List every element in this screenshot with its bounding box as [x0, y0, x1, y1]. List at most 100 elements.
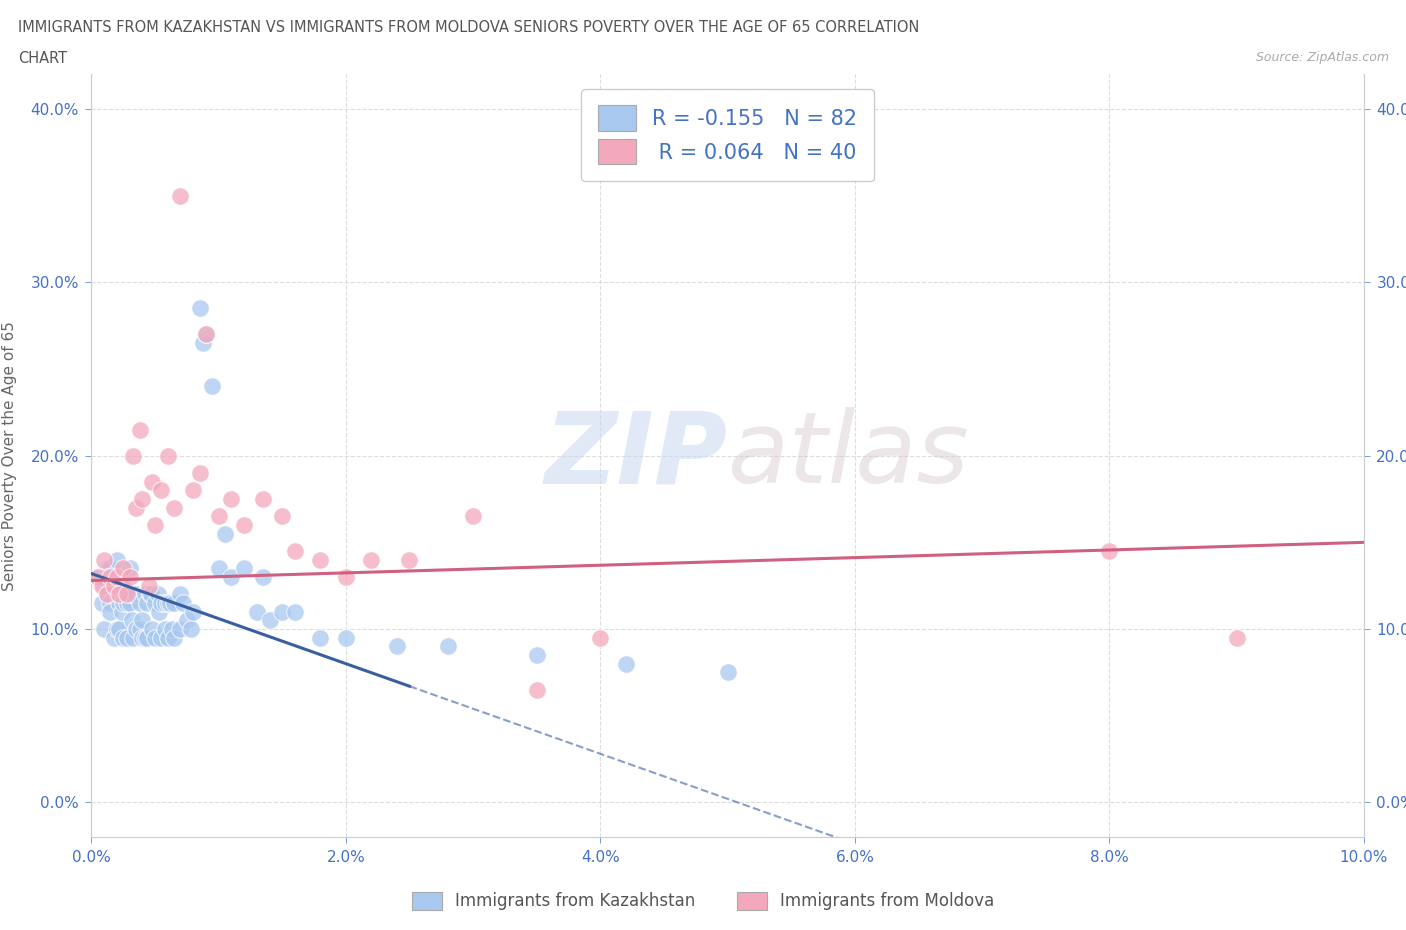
Point — [385, 639, 408, 654]
Point — [97, 561, 120, 576]
Point — [589, 631, 612, 645]
Point — [87, 569, 110, 584]
Point — [150, 631, 173, 645]
Point — [188, 466, 211, 481]
Point — [128, 422, 150, 437]
Point — [115, 595, 138, 610]
Point — [176, 613, 198, 628]
Point — [103, 631, 125, 645]
Point — [103, 578, 125, 593]
Point — [335, 569, 357, 584]
Legend: R = -0.155   N = 82,  R = 0.064   N = 40: R = -0.155 N = 82, R = 0.064 N = 40 — [581, 88, 875, 181]
Point — [134, 631, 156, 645]
Point — [156, 595, 179, 610]
Point — [208, 509, 231, 524]
Point — [156, 631, 179, 645]
Point — [193, 336, 215, 351]
Point — [112, 595, 135, 610]
Point — [271, 604, 294, 619]
Point — [1226, 631, 1249, 645]
Point — [526, 647, 548, 662]
Point — [121, 613, 143, 628]
Point — [153, 595, 176, 610]
Point — [169, 621, 191, 636]
Point — [128, 595, 150, 610]
Point — [122, 631, 145, 645]
Point — [125, 587, 148, 602]
Point — [180, 621, 202, 636]
Point — [118, 561, 141, 576]
Point — [163, 500, 186, 515]
Point — [252, 569, 274, 584]
Text: ZIP: ZIP — [544, 407, 728, 504]
Point — [131, 631, 153, 645]
Point — [143, 631, 166, 645]
Point — [141, 474, 163, 489]
Point — [153, 621, 176, 636]
Point — [188, 301, 211, 316]
Point — [105, 587, 128, 602]
Point — [112, 631, 135, 645]
Point — [93, 578, 115, 593]
Point — [284, 544, 307, 559]
Point — [143, 595, 166, 610]
Point — [194, 327, 217, 342]
Text: atlas: atlas — [728, 407, 969, 504]
Point — [138, 578, 160, 593]
Text: IMMIGRANTS FROM KAZAKHSTAN VS IMMIGRANTS FROM MOLDOVA SENIORS POVERTY OVER THE A: IMMIGRANTS FROM KAZAKHSTAN VS IMMIGRANTS… — [18, 20, 920, 35]
Point — [259, 613, 281, 628]
Point — [125, 621, 148, 636]
Point — [309, 631, 332, 645]
Point — [134, 587, 156, 602]
Point — [201, 379, 224, 393]
Point — [335, 631, 357, 645]
Point — [461, 509, 484, 524]
Point — [360, 552, 382, 567]
Point — [96, 587, 118, 602]
Point — [717, 665, 740, 680]
Point — [108, 595, 131, 610]
Point — [1098, 544, 1121, 559]
Point — [221, 492, 243, 507]
Point — [112, 561, 135, 576]
Point — [128, 621, 150, 636]
Point — [118, 587, 141, 602]
Point — [103, 578, 125, 593]
Point — [122, 448, 145, 463]
Point — [100, 595, 122, 610]
Point — [121, 587, 143, 602]
Point — [160, 621, 183, 636]
Point — [143, 518, 166, 533]
Point — [146, 587, 169, 602]
Point — [139, 587, 162, 602]
Point — [136, 631, 159, 645]
Point — [148, 604, 170, 619]
Point — [93, 621, 115, 636]
Point — [105, 552, 128, 567]
Point — [96, 587, 118, 602]
Point — [118, 569, 141, 584]
Point — [131, 492, 153, 507]
Point — [150, 595, 173, 610]
Point — [110, 578, 132, 593]
Point — [181, 483, 204, 498]
Point — [159, 595, 181, 610]
Point — [90, 578, 112, 593]
Point — [108, 621, 131, 636]
Point — [112, 578, 135, 593]
Point — [156, 448, 179, 463]
Point — [108, 587, 131, 602]
Point — [150, 483, 173, 498]
Point — [87, 569, 110, 584]
Point — [526, 683, 548, 698]
Point — [125, 500, 148, 515]
Point — [436, 639, 458, 654]
Point — [131, 613, 153, 628]
Point — [100, 604, 122, 619]
Point — [141, 587, 163, 602]
Text: CHART: CHART — [18, 51, 67, 66]
Point — [93, 552, 115, 567]
Point — [105, 569, 128, 584]
Point — [169, 587, 191, 602]
Legend: Immigrants from Kazakhstan, Immigrants from Moldova: Immigrants from Kazakhstan, Immigrants f… — [405, 885, 1001, 917]
